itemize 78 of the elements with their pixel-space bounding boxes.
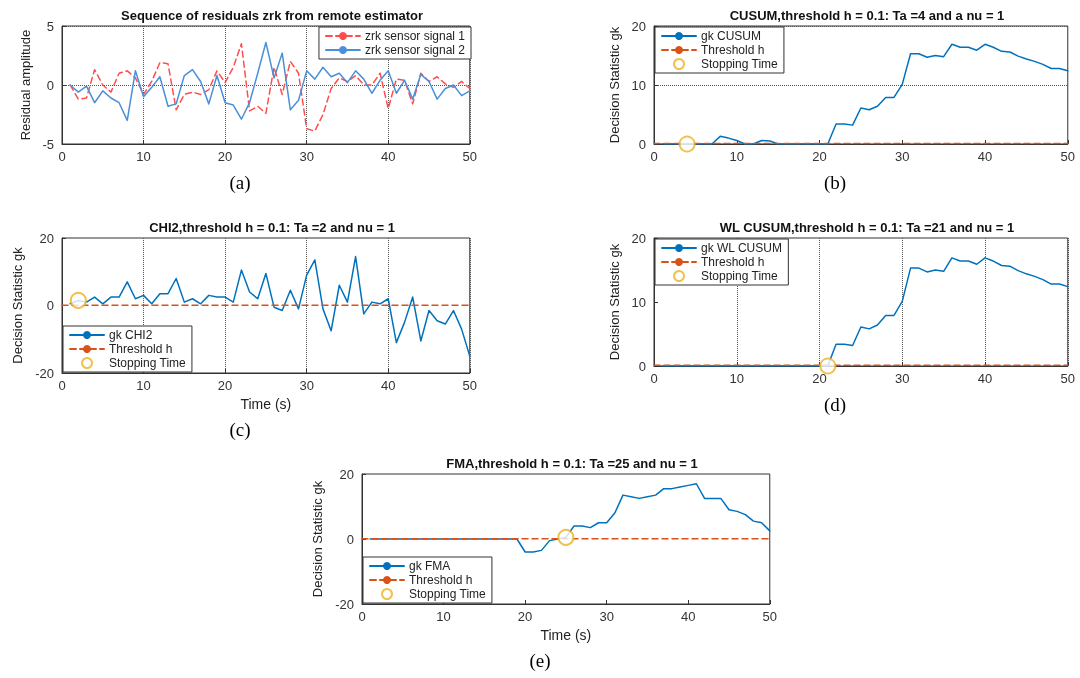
line-series: [69, 255, 471, 357]
x-tick-label: 40: [977, 149, 993, 164]
line-series: [369, 483, 771, 553]
chart-title: Sequence of residuals zrk from remote estimator: [121, 8, 423, 23]
x-tick-label: 40: [380, 149, 396, 164]
x-tick-label: 50: [762, 609, 777, 624]
y-tick-label: -5: [42, 136, 54, 152]
y-tick-label: 20: [39, 230, 54, 246]
x-tick-label: 10: [729, 149, 744, 164]
legend-label: gk CUSUM: [701, 29, 762, 43]
legend-label: gk WL CUSUM: [701, 241, 782, 255]
y-tick-label: 10: [631, 77, 646, 93]
text: (b): [822, 172, 848, 194]
legend-label: zrk sensor signal 2: [364, 43, 466, 57]
x-tick-label: 0: [650, 371, 658, 386]
x-tick-label: 10: [136, 378, 151, 393]
y-tick-label: -20: [35, 365, 54, 381]
y-tick-label: 20: [631, 18, 646, 34]
x-tick-label: 10: [136, 149, 151, 164]
legend-label: Threshold h: [109, 342, 173, 356]
x-tick-label: 50: [1060, 371, 1075, 386]
x-tick-label: 50: [1060, 149, 1075, 164]
x-axis-title: Time (s): [240, 395, 292, 412]
legend-label: Stopping Time: [701, 57, 779, 71]
text: (c): [228, 419, 252, 441]
legend-label: gk FMA: [409, 559, 451, 573]
legend-label: gk CHI2: [109, 328, 153, 342]
text: (d): [822, 394, 848, 416]
y-tick-label: 0: [46, 298, 54, 313]
x-tick-label: 40: [977, 371, 993, 386]
y-tick-label: 0: [346, 531, 354, 547]
x-tick-label: 30: [299, 378, 314, 393]
x-tick-label: 20: [517, 609, 533, 624]
legend-label: zrk sensor signal 1: [364, 29, 466, 43]
x-axis-title: Time (s): [540, 626, 592, 643]
x-tick-label: 30: [895, 371, 910, 386]
legend-label: Stopping Time: [109, 356, 187, 370]
x-tick-label: 40: [380, 378, 396, 393]
y-tick-label: 0: [638, 136, 646, 152]
chart-title: CHI2,threshold h = 0.1: Ta =2 and nu = 1: [149, 220, 395, 235]
chart-title: CUSUM,threshold h = 0.1: Ta =4 and a nu = 1: [729, 8, 1005, 23]
x-tick-label: 20: [217, 149, 233, 164]
y-axis-title: Residual amplitude: [17, 29, 33, 141]
y-tick-label: 10: [631, 294, 646, 310]
chart-title: FMA,threshold h = 0.1: Ta =25 and nu = 1: [446, 456, 698, 471]
y-tick-label: 5: [46, 18, 54, 34]
x-tick-label: 0: [58, 149, 66, 164]
x-tick-label: 40: [680, 609, 696, 624]
x-tick-label: 50: [462, 378, 477, 393]
chart-title: WL CUSUM,threshold h = 0.1: Ta =21 and nu = 1: [719, 220, 1015, 235]
y-tick-label: -20: [335, 596, 354, 612]
y-axis-title: Decision Statistic gk: [310, 480, 326, 598]
legend-label: Stopping Time: [701, 269, 779, 283]
legend-label: Threshold h: [701, 255, 765, 269]
x-tick-label: 50: [462, 149, 477, 164]
x-tick-label: 30: [895, 149, 910, 164]
text: (e): [528, 650, 552, 672]
y-axis-title: Decision Statistic gk: [10, 246, 26, 364]
y-tick-label: 0: [638, 358, 646, 374]
x-tick-label: 20: [812, 149, 827, 164]
x-tick-label: 20: [217, 378, 233, 393]
y-tick-label: 20: [631, 230, 646, 246]
x-tick-label: 0: [358, 609, 366, 624]
x-tick-label: 10: [729, 371, 744, 386]
text: (a): [228, 172, 252, 194]
x-tick-label: 30: [299, 149, 314, 164]
legend-label: Threshold h: [701, 43, 765, 57]
y-axis-title: Decision Statistic gk: [606, 26, 622, 144]
y-axis-title: Decision Statistic gk: [606, 243, 622, 361]
legend-label: Threshold h: [409, 573, 473, 587]
x-tick-label: 20: [812, 371, 827, 386]
legend-label: Stopping Time: [409, 587, 487, 601]
y-tick-label: 20: [339, 466, 354, 482]
y-tick-label: 0: [46, 77, 54, 93]
x-tick-label: 0: [58, 378, 66, 393]
x-tick-label: 30: [599, 609, 614, 624]
x-tick-label: 0: [650, 149, 658, 164]
x-tick-label: 10: [436, 609, 451, 624]
